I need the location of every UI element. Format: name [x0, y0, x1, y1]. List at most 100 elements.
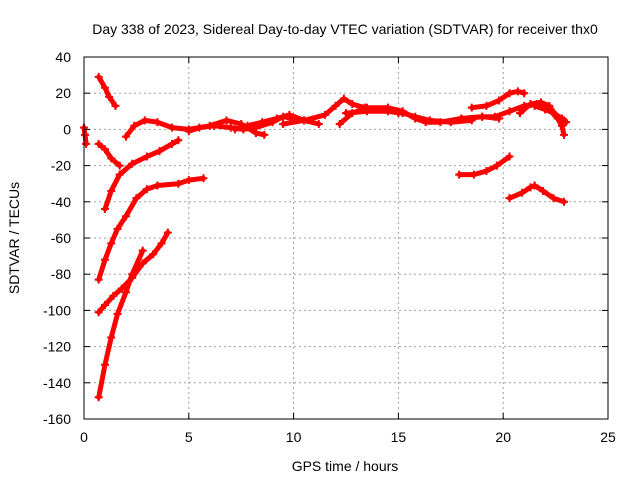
data-point — [331, 101, 340, 110]
data-point — [383, 107, 392, 116]
data-point — [121, 288, 130, 297]
data-point — [398, 109, 407, 118]
data-point — [243, 121, 252, 130]
series-arc2 — [96, 74, 118, 109]
data-point — [115, 161, 124, 170]
data-point — [549, 194, 558, 203]
data-point — [557, 114, 566, 123]
data-point — [495, 96, 504, 105]
x-tick-label: 10 — [286, 429, 302, 445]
data-point — [142, 185, 151, 194]
data-point — [530, 181, 539, 190]
x-tick-label: 0 — [80, 429, 88, 445]
data-point — [505, 152, 514, 161]
data-point — [121, 132, 130, 141]
data-point — [272, 114, 281, 123]
data-point — [113, 224, 122, 233]
data-point — [490, 112, 499, 121]
data-point — [100, 300, 109, 309]
y-tick-label: -140 — [43, 375, 71, 391]
data-point — [100, 255, 109, 264]
data-point — [138, 246, 147, 255]
data-point — [545, 101, 554, 110]
data-point — [163, 228, 172, 237]
data-point — [94, 72, 103, 81]
data-point — [469, 170, 478, 179]
data-point — [157, 239, 166, 248]
data-point — [478, 112, 487, 121]
x-tick-label: 20 — [495, 429, 511, 445]
data-point — [184, 176, 193, 185]
data-point — [130, 121, 139, 130]
data-point — [549, 109, 558, 118]
data-point — [111, 101, 120, 110]
data-point — [559, 130, 568, 139]
tick-layer: 0 5 10 15 20 25 -160 -140 -120 -100 -80 -60 -40 -20 0 2… — [43, 49, 616, 445]
data-point — [100, 360, 109, 369]
data-point — [314, 119, 323, 128]
data-point — [132, 194, 141, 203]
data-point — [149, 250, 158, 259]
data-point — [536, 98, 545, 107]
data-point — [520, 89, 529, 98]
data-point — [505, 89, 514, 98]
data-point — [107, 186, 116, 195]
y-tick-label: -60 — [51, 230, 71, 246]
data-point — [184, 127, 193, 136]
series-arc4 — [102, 137, 181, 212]
data-point — [362, 107, 371, 116]
data-point — [222, 116, 231, 125]
data-point — [300, 116, 309, 125]
data-point — [121, 212, 130, 221]
data-point — [530, 101, 539, 110]
data-point — [467, 103, 476, 112]
data-point — [260, 130, 269, 139]
x-tick-label: 15 — [391, 429, 407, 445]
data-point — [81, 130, 90, 139]
data-point — [94, 393, 103, 402]
x-tick-label: 25 — [600, 429, 616, 445]
data-point — [348, 100, 357, 109]
data-point — [109, 291, 118, 300]
data-point — [562, 118, 571, 127]
data-point — [526, 183, 535, 192]
data-point — [482, 101, 491, 110]
data-point — [153, 118, 162, 127]
x-axis-label: GPS time / hours — [292, 458, 399, 474]
data-point — [559, 197, 568, 206]
data-point — [174, 179, 183, 188]
data-point — [541, 105, 550, 114]
data-point — [115, 170, 124, 179]
data-point — [94, 275, 103, 284]
data-point — [557, 121, 566, 130]
data-point — [168, 139, 177, 148]
data-point — [482, 167, 491, 176]
data-point — [105, 92, 114, 101]
y-tick-label: -40 — [51, 194, 71, 210]
data-point — [342, 109, 350, 118]
data-point — [107, 239, 116, 248]
data-point — [168, 123, 177, 132]
x-tick-label: 5 — [185, 429, 193, 445]
data-point — [100, 83, 109, 92]
data-point — [100, 145, 109, 154]
data-point — [209, 121, 218, 130]
data-point — [142, 152, 151, 161]
data-point — [446, 118, 455, 127]
data-point — [230, 125, 239, 134]
data-point — [515, 109, 524, 118]
data-point — [153, 181, 162, 190]
data-point — [258, 118, 267, 127]
data-point — [138, 259, 147, 268]
data-point — [82, 139, 91, 148]
data-point — [199, 174, 208, 183]
chart-title: Day 338 of 2023, Sidereal Day-to-day VTE… — [92, 21, 598, 37]
data-point — [513, 87, 522, 96]
data-point — [100, 205, 109, 214]
data-point — [128, 273, 137, 282]
data-point — [492, 161, 501, 170]
data-point — [128, 159, 137, 168]
y-axis-label: SDTVAR / TECUs — [6, 182, 22, 294]
y-tick-label: 20 — [55, 85, 71, 101]
